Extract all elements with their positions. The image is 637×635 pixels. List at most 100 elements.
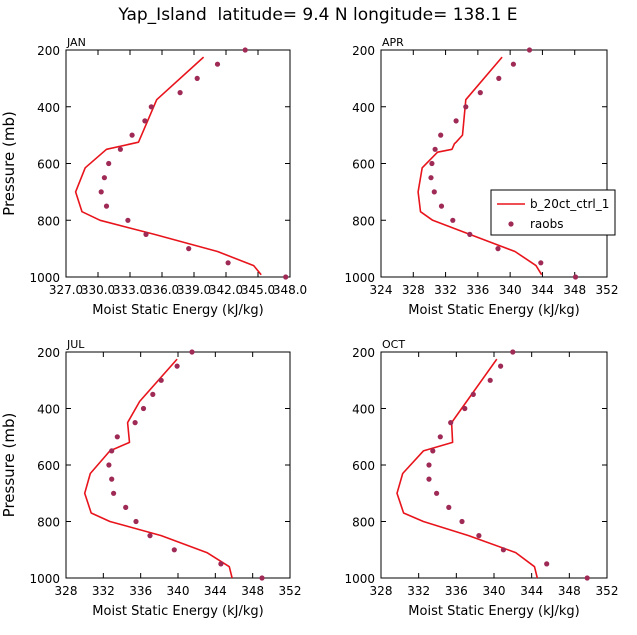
x-tick-label: 333.0 xyxy=(113,283,147,297)
x-tick-label: 348 xyxy=(563,283,586,297)
raobs-point xyxy=(123,504,129,510)
figure-title: Yap_Island latitude= 9.4 N longitude= 13… xyxy=(117,5,517,25)
raobs-point xyxy=(572,274,579,280)
x-tick-label: 336 xyxy=(445,584,468,598)
raobs-point xyxy=(117,146,123,152)
x-tick-label: 348.0 xyxy=(273,283,307,297)
plot-frame xyxy=(65,351,291,579)
raobs-point xyxy=(194,75,200,81)
raobs-point xyxy=(434,490,440,496)
x-tick-label: 336 xyxy=(466,283,489,297)
raobs-point xyxy=(438,132,444,138)
legend-obs-label: raobs xyxy=(530,217,564,231)
raobs-point xyxy=(538,260,544,266)
model-profile-line xyxy=(74,56,262,276)
raobs-point xyxy=(510,61,516,67)
raobs-point xyxy=(437,434,443,440)
x-tick-label: 336.0 xyxy=(145,283,179,297)
raobs-point xyxy=(111,490,117,496)
raobs-point xyxy=(218,561,224,567)
y-tick-label: 1000 xyxy=(29,572,60,586)
raobs-point xyxy=(214,61,221,67)
y-tick-label: 200 xyxy=(37,44,60,58)
panel-jul: JUL 328 332 336 340 344 348 352 200 400 600 800 1000… xyxy=(0,338,301,619)
y-tick-label: 400 xyxy=(352,101,375,115)
x-tick-label: 344 xyxy=(520,584,543,598)
raobs-point xyxy=(283,274,289,280)
x-tick-label: 328 xyxy=(370,584,393,598)
y-tick-label: 1000 xyxy=(344,572,375,586)
x-tick-label: 336 xyxy=(129,584,152,598)
raobs-point xyxy=(225,260,231,266)
raobs-point xyxy=(467,231,473,237)
panel-oct: OCT 328 332 336 340 344 348 352 200 400 600 800 1000… xyxy=(344,338,618,619)
x-axis-label: Moist Static Energy (kJ/kg) xyxy=(92,604,263,619)
y-tick-label: 800 xyxy=(37,516,60,530)
x-tick-label: 340 xyxy=(499,283,522,297)
x-tick-label: 352 xyxy=(596,584,619,598)
raobs-point xyxy=(450,217,456,223)
raobs-point xyxy=(125,217,131,223)
y-tick-label: 600 xyxy=(37,158,60,172)
raobs-point xyxy=(98,189,104,195)
x-tick-label: 348 xyxy=(558,584,581,598)
x-axis-label: Moist Static Energy (kJ/kg) xyxy=(408,604,579,619)
raobs-point xyxy=(498,363,504,369)
y-tick-label: 400 xyxy=(352,403,375,417)
raobs-point xyxy=(177,90,183,96)
raobs-point xyxy=(495,246,501,252)
raobs-point xyxy=(500,547,506,553)
y-tick-label: 1000 xyxy=(344,271,375,285)
panel-label: APR xyxy=(382,36,404,49)
x-tick-label: 344 xyxy=(204,584,227,598)
raobs-point xyxy=(106,160,112,167)
y-axis-label: Pressure (mb) xyxy=(0,413,18,518)
x-tick-label: 332 xyxy=(92,584,115,598)
y-tick-label: 800 xyxy=(37,214,60,228)
x-tick-label: 339.0 xyxy=(177,283,211,297)
x-tick-label: 348 xyxy=(241,584,264,598)
panels-group: JAN327.0330.0333.0336.0339.0342.0345.034… xyxy=(0,36,618,619)
model-profile-line xyxy=(396,358,539,579)
raobs-point xyxy=(448,420,454,426)
raobs-point xyxy=(453,118,459,124)
y-tick-label: 600 xyxy=(352,459,375,473)
raobs-point xyxy=(148,104,154,110)
model-profile-line xyxy=(417,56,543,276)
y-tick-label: 800 xyxy=(352,516,375,530)
x-tick-label: 352 xyxy=(279,584,302,598)
x-tick-label: 328 xyxy=(402,283,425,297)
raobs-point xyxy=(463,104,469,110)
y-tick-label: 600 xyxy=(37,459,60,473)
raobs-point xyxy=(510,349,516,355)
raobs-point xyxy=(476,533,482,539)
panel-label: OCT xyxy=(382,338,405,351)
y-tick-label: 1000 xyxy=(29,271,60,285)
raobs-point xyxy=(470,391,476,397)
x-tick-label: 340 xyxy=(483,584,506,598)
x-tick-label: 352 xyxy=(596,283,619,297)
model-profile-line xyxy=(83,358,233,579)
raobs-point xyxy=(140,405,147,412)
legend-obs-swatch xyxy=(508,221,514,227)
raobs-point xyxy=(171,547,177,553)
raobs-point xyxy=(429,160,435,167)
y-tick-label: 200 xyxy=(37,346,60,360)
raobs-point xyxy=(487,377,493,383)
y-tick-label: 200 xyxy=(352,44,375,58)
panel-label: JUL xyxy=(66,338,85,351)
y-tick-label: 200 xyxy=(352,346,375,360)
raobs-point xyxy=(150,391,156,397)
raobs-point xyxy=(142,118,148,124)
legend-model-label: b_20ct_ctrl_1 xyxy=(530,197,609,211)
raobs-point xyxy=(438,203,445,209)
raobs-point xyxy=(186,246,192,252)
raobs-point xyxy=(174,363,180,369)
raobs-point xyxy=(584,575,590,581)
raobs-point xyxy=(477,90,483,96)
x-tick-label: 345.0 xyxy=(241,283,275,297)
panel-apr: APR 324 328 332 336 340 344 348 352 200 400 600 800 1… xyxy=(344,36,618,318)
raobs-point xyxy=(526,47,533,53)
